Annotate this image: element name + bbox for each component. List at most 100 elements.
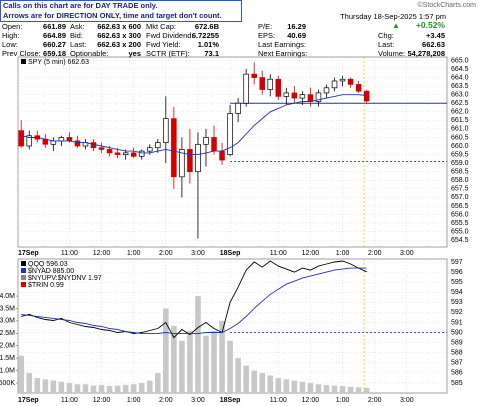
- x-tick-label: 2:00: [159, 250, 173, 257]
- field-label: Last:: [378, 40, 395, 49]
- candle-body: [211, 137, 217, 152]
- field-value: 662.63 x 300: [97, 31, 141, 40]
- volume-bar: [74, 384, 81, 393]
- volume-bar: [195, 296, 201, 393]
- candle-body: [138, 150, 145, 157]
- volume-bar: [331, 385, 338, 393]
- candle-body: [171, 118, 177, 178]
- x-tick-label: 18Sep: [220, 397, 241, 404]
- candle-body: [331, 80, 338, 89]
- field-value: 661.89: [43, 22, 66, 31]
- volume-bar: [18, 355, 25, 393]
- x-tick-label: 11:00: [61, 250, 78, 257]
- field-label: Optionable:: [70, 49, 109, 58]
- y-tick-label: 661.0: [451, 126, 469, 133]
- volume-bar: [122, 385, 129, 393]
- y-tick-label: 594: [451, 289, 463, 296]
- field-label: P/E:: [258, 22, 273, 31]
- x-tick-label: 12:00: [302, 250, 320, 257]
- candle-body: [363, 90, 370, 102]
- field-label: Prev Close:: [2, 49, 41, 58]
- candle-body: [179, 149, 185, 178]
- field-value: 662.63 x 600: [97, 22, 141, 31]
- candle-body: [291, 92, 298, 99]
- volume-bar: [154, 373, 161, 393]
- field-label: Last:: [70, 40, 87, 49]
- y-tick-label: 588: [451, 350, 463, 357]
- legend-swatch: [21, 282, 26, 287]
- volume-bar: [146, 380, 153, 393]
- x-tick-label: 1:00: [336, 397, 350, 404]
- candle-body: [26, 135, 33, 147]
- field-value: 672.6B: [194, 22, 219, 31]
- notice-line: Arrows are for DIRECTION ONLY, time and …: [3, 10, 222, 20]
- notice-line: Calls on this chart are for DAY TRADE on…: [3, 1, 158, 10]
- change-pct: +0.52%: [415, 20, 445, 30]
- field-label: Mkt Cap:: [146, 22, 177, 31]
- candle-body: [251, 73, 257, 78]
- y-tick-label: 662.0: [451, 109, 469, 116]
- chart-title: SPY (5 min) 662.63: [28, 59, 89, 66]
- legend-entry: $NYAD 885.00: [28, 268, 74, 275]
- x-tick-label: 12:00: [302, 397, 320, 404]
- y-tick-label: 660.5: [451, 134, 469, 141]
- candle-body: [323, 87, 330, 94]
- volume-bar: [307, 383, 314, 393]
- y-tick-label: 654.5: [451, 237, 469, 244]
- field-label: Chg:: [378, 31, 394, 40]
- candle-body: [146, 147, 153, 152]
- candle-body: [355, 84, 362, 92]
- x-tick-label: 1:00: [336, 250, 350, 257]
- x-tick-label: 17Sep: [18, 397, 39, 404]
- y-tick-label: 664.0: [451, 74, 469, 81]
- x-tick-label: 2:00: [368, 397, 382, 404]
- y-tick-label: 656.0: [451, 211, 469, 218]
- legend-swatch: [21, 59, 26, 64]
- volume-bar: [243, 365, 249, 393]
- y2-tick-label: 3.5M: [0, 305, 15, 312]
- volume-bar: [291, 380, 298, 393]
- candle-body: [339, 78, 346, 82]
- y-tick-label: 660.0: [451, 143, 469, 150]
- y-tick-label: 595: [451, 279, 463, 286]
- field-value: 73.1: [204, 49, 219, 58]
- x-tick-label: 3:00: [191, 250, 205, 257]
- volume-bar: [283, 379, 290, 393]
- candle-body: [155, 142, 161, 149]
- candle-body: [187, 149, 193, 173]
- volume-bar: [130, 384, 137, 393]
- series-line: [21, 94, 367, 156]
- volume-bar: [203, 335, 209, 393]
- x-tick-label: 12:00: [93, 250, 111, 257]
- field-value: 660.27: [43, 40, 66, 49]
- y-tick-label: 657.5: [451, 186, 469, 193]
- volume-bar: [179, 340, 185, 393]
- x-tick-label: 1:00: [127, 397, 141, 404]
- legend-swatch: [21, 268, 26, 273]
- volume-bar: [347, 386, 354, 393]
- field-value: 54,278,208: [407, 49, 445, 58]
- candle-body: [195, 143, 201, 173]
- volume-bar: [90, 385, 97, 393]
- field-value: 664.89: [43, 31, 66, 40]
- volume-bar: [66, 383, 73, 393]
- field-value: 1.01%: [197, 40, 219, 49]
- x-tick-label: 11:00: [270, 250, 287, 257]
- volume-bar: [42, 379, 49, 393]
- field-label: Next Earnings:: [258, 49, 308, 58]
- candle-body: [163, 118, 169, 143]
- volume-bar: [227, 340, 233, 393]
- candle-body: [235, 102, 241, 114]
- y-tick-label: 597: [451, 259, 463, 266]
- candle-body: [114, 152, 121, 155]
- field-label: High:: [2, 31, 20, 40]
- field-label: Fwd Dividend:: [146, 31, 194, 40]
- x-tick-label: 3:00: [400, 250, 414, 257]
- field-label: Ask:: [70, 22, 85, 31]
- x-tick-label: 12:00: [93, 397, 111, 404]
- x-tick-label: 1:00: [127, 250, 141, 257]
- legend-swatch: [21, 275, 26, 280]
- candle-body: [50, 140, 57, 145]
- candle-body: [203, 137, 209, 145]
